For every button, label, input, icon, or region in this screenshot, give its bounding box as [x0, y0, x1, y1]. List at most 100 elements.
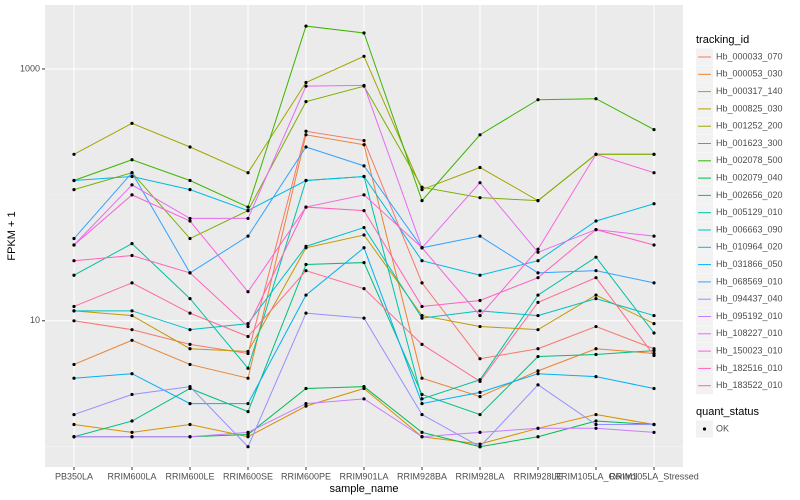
data-point	[72, 178, 76, 183]
x-tick-label: RRIM901LA	[339, 471, 388, 481]
data-point	[478, 313, 482, 318]
data-point	[362, 174, 366, 179]
x-tick-label: RRIM600SE	[223, 471, 273, 481]
data-point	[536, 199, 540, 203]
data-point	[130, 430, 134, 434]
data-point	[536, 300, 540, 304]
x-tick-label: RRIM600LE	[165, 471, 214, 481]
data-point	[478, 234, 482, 238]
data-point	[536, 369, 540, 373]
data-point	[246, 324, 250, 329]
data-point	[304, 84, 308, 88]
data-point	[72, 435, 76, 439]
legend-label: Hb_006663_090	[716, 224, 783, 234]
legend-label: Hb_183522_010	[716, 380, 783, 390]
data-point	[420, 376, 424, 380]
data-point	[188, 342, 192, 346]
data-point	[130, 392, 134, 397]
data-point	[362, 143, 366, 147]
data-point	[304, 80, 308, 85]
data-point	[536, 383, 540, 387]
data-point	[188, 216, 192, 221]
data-point	[594, 324, 598, 329]
x-tick-label: RRIM600PE	[281, 471, 331, 481]
data-point	[246, 376, 250, 380]
data-point	[188, 271, 192, 275]
data-point	[72, 422, 76, 427]
data-point	[362, 83, 366, 88]
data-point	[246, 349, 250, 354]
data-point	[536, 372, 540, 376]
data-point	[652, 348, 656, 353]
legend-label: Hb_095192_010	[716, 311, 783, 321]
data-point	[420, 304, 424, 309]
data-point	[594, 219, 598, 223]
legend-label: Hb_000317_140	[716, 86, 783, 96]
data-point	[478, 412, 482, 417]
data-point	[246, 430, 250, 434]
legend-label: Hb_094437_040	[716, 294, 783, 304]
data-point	[420, 188, 424, 192]
data-point	[188, 311, 192, 315]
data-point	[420, 392, 424, 397]
data-point	[188, 385, 192, 389]
data-point	[362, 385, 366, 389]
data-point	[130, 193, 134, 197]
data-point	[304, 293, 308, 297]
data-point	[420, 185, 424, 189]
x-axis-title: sample_name	[329, 483, 398, 495]
data-point	[304, 269, 308, 273]
data-point	[304, 205, 308, 209]
data-point	[594, 419, 598, 423]
data-point	[594, 97, 598, 101]
data-point	[130, 309, 134, 313]
data-point	[594, 347, 598, 351]
data-point	[594, 152, 598, 156]
data-point	[536, 247, 540, 251]
data-point	[536, 271, 540, 275]
data-point	[130, 253, 134, 258]
data-point	[304, 145, 308, 149]
data-point	[536, 259, 540, 263]
data-point	[130, 174, 134, 179]
legend-label: Hb_182516_010	[716, 363, 783, 373]
data-point	[420, 435, 424, 439]
data-point	[304, 386, 308, 391]
data-point	[72, 243, 76, 247]
legend-label: Hb_002656_020	[716, 190, 783, 200]
x-tick-label: RRIM105LA_Control	[554, 471, 637, 481]
data-point	[652, 422, 656, 427]
data-point	[478, 196, 482, 200]
legend-label: Hb_000033_070	[716, 51, 783, 61]
data-point	[188, 435, 192, 439]
data-point	[72, 188, 76, 192]
legend-point	[702, 427, 707, 431]
data-point	[478, 394, 482, 399]
data-point	[304, 404, 308, 408]
data-point	[362, 193, 366, 197]
data-point	[594, 276, 598, 280]
legend-title: tracking_id	[696, 34, 749, 46]
data-point	[130, 281, 134, 285]
data-point	[72, 412, 76, 417]
data-point	[304, 262, 308, 267]
legend-label: Hb_150023_010	[716, 345, 783, 355]
data-point	[72, 319, 76, 323]
data-point	[536, 276, 540, 280]
data-point	[652, 321, 656, 326]
data-point	[362, 225, 366, 230]
data-point	[478, 309, 482, 313]
data-point	[188, 236, 192, 241]
legend-label: Hb_001623_300	[716, 138, 783, 148]
data-point	[130, 171, 134, 175]
data-point	[478, 390, 482, 394]
data-point	[478, 273, 482, 277]
data-point	[536, 250, 540, 254]
data-point	[246, 445, 250, 449]
legend-label: Hb_000053_030	[716, 69, 783, 79]
data-point	[478, 357, 482, 361]
data-point	[652, 202, 656, 206]
data-point	[420, 401, 424, 406]
data-point	[246, 290, 250, 294]
